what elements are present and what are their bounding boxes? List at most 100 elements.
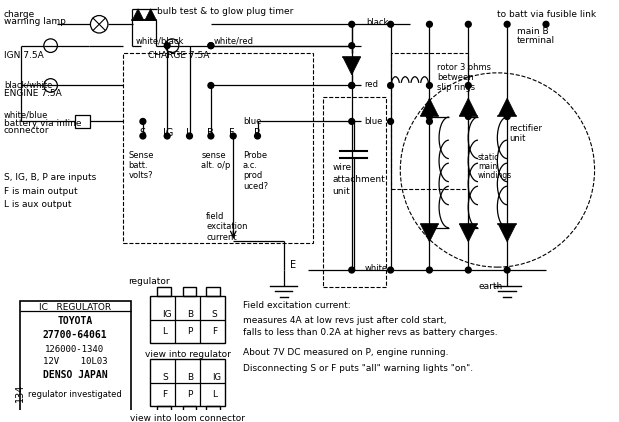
Text: blue: blue <box>365 116 383 126</box>
Text: view into loom connector: view into loom connector <box>130 414 245 422</box>
Text: black/white: black/white <box>4 81 53 89</box>
Text: TOYOTA: TOYOTA <box>58 316 92 326</box>
Text: IGN 7.5A: IGN 7.5A <box>4 51 44 60</box>
Text: connector: connector <box>4 126 50 135</box>
Circle shape <box>426 22 432 27</box>
Text: main B: main B <box>517 27 548 36</box>
Text: L: L <box>212 390 217 400</box>
Text: 126000-1340: 126000-1340 <box>45 345 105 354</box>
Circle shape <box>349 83 355 88</box>
Text: charge: charge <box>4 10 35 19</box>
Text: IG: IG <box>212 373 221 382</box>
Circle shape <box>208 43 214 49</box>
Text: Field excitation current:: Field excitation current: <box>243 301 350 310</box>
Text: attachment: attachment <box>332 175 385 184</box>
Text: regulator investigated: regulator investigated <box>28 390 122 400</box>
Circle shape <box>387 119 394 124</box>
Polygon shape <box>421 225 438 242</box>
Circle shape <box>504 225 510 231</box>
Text: S: S <box>212 310 218 319</box>
Circle shape <box>387 267 394 273</box>
Text: L is aux output: L is aux output <box>4 200 71 209</box>
Circle shape <box>254 133 261 139</box>
Text: static: static <box>478 154 500 162</box>
Circle shape <box>426 267 432 273</box>
Text: main: main <box>478 162 497 171</box>
Circle shape <box>349 83 355 88</box>
Text: white/blue: white/blue <box>4 111 48 120</box>
Text: S: S <box>139 128 145 138</box>
Text: slip rings: slip rings <box>437 83 475 92</box>
Text: battery via inline: battery via inline <box>4 119 82 127</box>
Text: CHARGE 7.5A: CHARGE 7.5A <box>148 51 209 60</box>
Circle shape <box>504 267 510 273</box>
Circle shape <box>426 119 432 124</box>
Bar <box>391 54 469 189</box>
Text: F: F <box>229 128 235 138</box>
Bar <box>206 406 220 416</box>
Text: between: between <box>437 73 474 82</box>
Circle shape <box>208 133 214 139</box>
Circle shape <box>230 133 236 139</box>
Text: rotor 3 ohms: rotor 3 ohms <box>437 63 491 72</box>
Text: rectifier: rectifier <box>509 124 542 133</box>
Bar <box>183 287 196 296</box>
Text: black: black <box>366 19 389 27</box>
Text: falls to less than 0.2A at higher revs as battery charges.: falls to less than 0.2A at higher revs a… <box>243 328 498 337</box>
Polygon shape <box>343 57 360 75</box>
Text: F: F <box>162 390 167 400</box>
Text: white/red: white/red <box>214 37 254 46</box>
Bar <box>157 406 171 416</box>
Circle shape <box>504 22 510 27</box>
Text: P: P <box>188 327 193 336</box>
Text: B: B <box>207 128 214 138</box>
Text: Probe
a.c.
prod
uced?: Probe a.c. prod uced? <box>243 151 268 191</box>
Text: F is main output: F is main output <box>4 187 77 195</box>
Circle shape <box>186 133 193 139</box>
Text: IG: IG <box>163 128 174 138</box>
Text: bulb test & to glow plug timer: bulb test & to glow plug timer <box>157 7 294 16</box>
Text: F: F <box>212 327 217 336</box>
Circle shape <box>140 133 146 139</box>
Circle shape <box>465 114 471 119</box>
Circle shape <box>164 133 170 139</box>
Circle shape <box>543 22 549 27</box>
Bar <box>150 296 225 343</box>
Circle shape <box>387 22 394 27</box>
Text: B: B <box>188 310 194 319</box>
Text: unit: unit <box>509 134 526 143</box>
Text: white: white <box>365 264 387 273</box>
Polygon shape <box>145 9 157 20</box>
Circle shape <box>426 225 432 231</box>
Circle shape <box>387 83 394 88</box>
Circle shape <box>140 119 146 124</box>
Circle shape <box>426 83 432 88</box>
Circle shape <box>349 22 355 27</box>
Polygon shape <box>498 225 516 242</box>
Polygon shape <box>459 225 477 242</box>
Bar <box>322 97 386 287</box>
Polygon shape <box>498 98 516 116</box>
Bar <box>75 115 90 128</box>
Circle shape <box>465 225 471 231</box>
Circle shape <box>349 267 355 273</box>
Circle shape <box>426 114 432 119</box>
Polygon shape <box>459 98 477 116</box>
Text: P: P <box>188 390 193 400</box>
Text: L: L <box>162 327 167 336</box>
Text: warning lamp: warning lamp <box>4 17 66 27</box>
Text: 134: 134 <box>15 384 25 402</box>
Circle shape <box>465 83 471 88</box>
Text: terminal: terminal <box>517 36 555 45</box>
Text: S: S <box>162 373 168 382</box>
Text: 27700-64061: 27700-64061 <box>43 330 107 340</box>
Text: About 7V DC measured on P, engine running.: About 7V DC measured on P, engine runnin… <box>243 348 448 357</box>
Text: Disconnecting S or F puts "all" warning lights "on".: Disconnecting S or F puts "all" warning … <box>243 364 473 373</box>
Text: IG: IG <box>162 310 172 319</box>
Bar <box>123 54 313 243</box>
Text: wire: wire <box>332 163 352 172</box>
Text: white/black: white/black <box>136 37 184 46</box>
Text: L: L <box>186 128 191 138</box>
Bar <box>183 406 196 416</box>
Bar <box>150 360 225 406</box>
